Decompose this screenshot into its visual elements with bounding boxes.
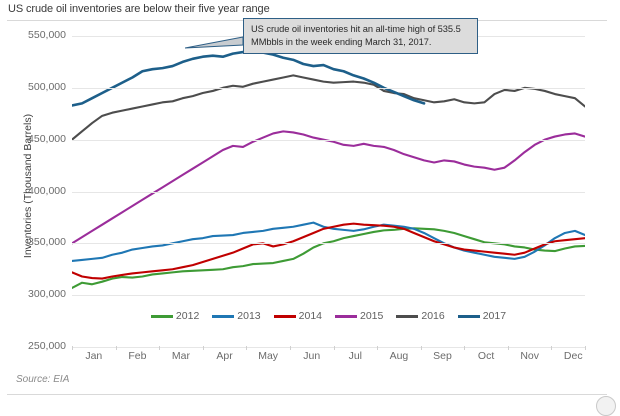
chart-legend: 2012 2013 2014 2015 2016 2017 bbox=[72, 308, 585, 324]
x-axis-tickmark bbox=[420, 346, 422, 350]
x-axis-tickmark bbox=[464, 346, 466, 350]
x-axis-tickmark bbox=[246, 346, 248, 350]
x-axis-tick-label: Jun bbox=[303, 350, 321, 362]
legend-item-2015[interactable]: 2015 bbox=[335, 310, 383, 322]
series-line-2017 bbox=[72, 49, 426, 107]
legend-swatch-2014 bbox=[273, 314, 296, 318]
x-axis-tickmark bbox=[585, 346, 586, 350]
y-axis-tick-label: 400,000 bbox=[28, 184, 66, 197]
x-axis-tick-label: Oct bbox=[477, 350, 495, 362]
legend-label: 2013 bbox=[237, 310, 261, 322]
x-axis-tick-label: Jul bbox=[348, 350, 363, 362]
x-axis-tickmark bbox=[551, 346, 553, 350]
x-axis-tickmark bbox=[507, 346, 509, 350]
x-axis-tick-label: Mar bbox=[171, 350, 191, 362]
y-axis-tick-label: 250,000 bbox=[28, 340, 66, 352]
gridline bbox=[72, 347, 585, 348]
legend-label: 2015 bbox=[360, 310, 384, 322]
x-axis-tick-label: Dec bbox=[563, 350, 583, 362]
y-axis-tick-label: 300,000 bbox=[28, 288, 66, 301]
x-axis-tick-label: May bbox=[258, 350, 279, 362]
x-axis-tickmark bbox=[333, 346, 335, 350]
legend-swatch-2016 bbox=[396, 314, 419, 318]
legend-swatch-2017 bbox=[457, 314, 480, 318]
gridline bbox=[72, 139, 585, 141]
legend-label: 2014 bbox=[298, 310, 322, 322]
y-axis-tick-label: 500,000 bbox=[28, 80, 66, 93]
gridline bbox=[72, 191, 585, 193]
x-axis-tick-label: Sep bbox=[433, 350, 452, 362]
legend-label: 2012 bbox=[175, 310, 200, 322]
x-axis-tick-label: Apr bbox=[216, 350, 233, 362]
x-axis-tickmark bbox=[72, 346, 73, 350]
y-axis-tick-label: 350,000 bbox=[28, 236, 66, 249]
series-line-2016 bbox=[72, 74, 585, 141]
legend-swatch-2013 bbox=[212, 314, 235, 318]
legend-item-2013[interactable]: 2013 bbox=[212, 310, 261, 322]
page-title: US crude oil inventories are below their… bbox=[8, 3, 270, 15]
annotation-callout: US crude oil inventories hit an all-time… bbox=[243, 18, 478, 54]
x-axis-tickmark bbox=[289, 346, 291, 350]
x-axis-tick-labels: Jan Feb Mar Apr May Jun Jul Aug Sep Oct Nov Dec bbox=[72, 346, 586, 368]
series-line-2015 bbox=[72, 130, 585, 245]
plot-area bbox=[72, 36, 585, 348]
x-axis-tick-label: Nov bbox=[520, 350, 540, 362]
x-axis-tick-label: Jan bbox=[85, 350, 103, 362]
y-axis-tick-label: 550,000 bbox=[28, 29, 66, 41]
legend-swatch-2015 bbox=[335, 314, 357, 318]
y-axis-tick-labels: 550,000 500,000 450,000 400,000 350,000 300,0… bbox=[0, 0, 66, 402]
y-axis-tick-label: 450,000 bbox=[28, 132, 66, 145]
legend-label: 2017 bbox=[482, 310, 507, 322]
legend-item-2012[interactable]: 2012 bbox=[150, 310, 200, 322]
series-line-2014 bbox=[72, 222, 585, 280]
x-axis-tickmark bbox=[159, 346, 161, 350]
legend-swatch-2012 bbox=[150, 314, 173, 318]
annotation-text: US crude oil inventories hit an all-time… bbox=[251, 24, 461, 47]
legend-item-2016[interactable]: 2016 bbox=[396, 310, 445, 322]
legend-item-2014[interactable]: 2014 bbox=[273, 310, 322, 322]
bottom-divider bbox=[7, 394, 607, 395]
scroll-indicator[interactable] bbox=[596, 396, 616, 416]
x-axis-tickmark bbox=[202, 346, 204, 350]
gridline bbox=[72, 295, 585, 297]
x-axis-tickmark bbox=[115, 346, 117, 350]
chart-lines bbox=[72, 49, 585, 289]
source-note: Source: EIA bbox=[16, 374, 70, 385]
gridline bbox=[72, 243, 585, 245]
x-axis-tick-label: Feb bbox=[128, 350, 147, 362]
x-axis-tick-label: Aug bbox=[389, 350, 409, 362]
legend-item-2017[interactable]: 2017 bbox=[457, 310, 507, 322]
gridline bbox=[72, 87, 585, 89]
legend-label: 2016 bbox=[421, 310, 445, 322]
x-axis-tickmark bbox=[377, 346, 379, 350]
